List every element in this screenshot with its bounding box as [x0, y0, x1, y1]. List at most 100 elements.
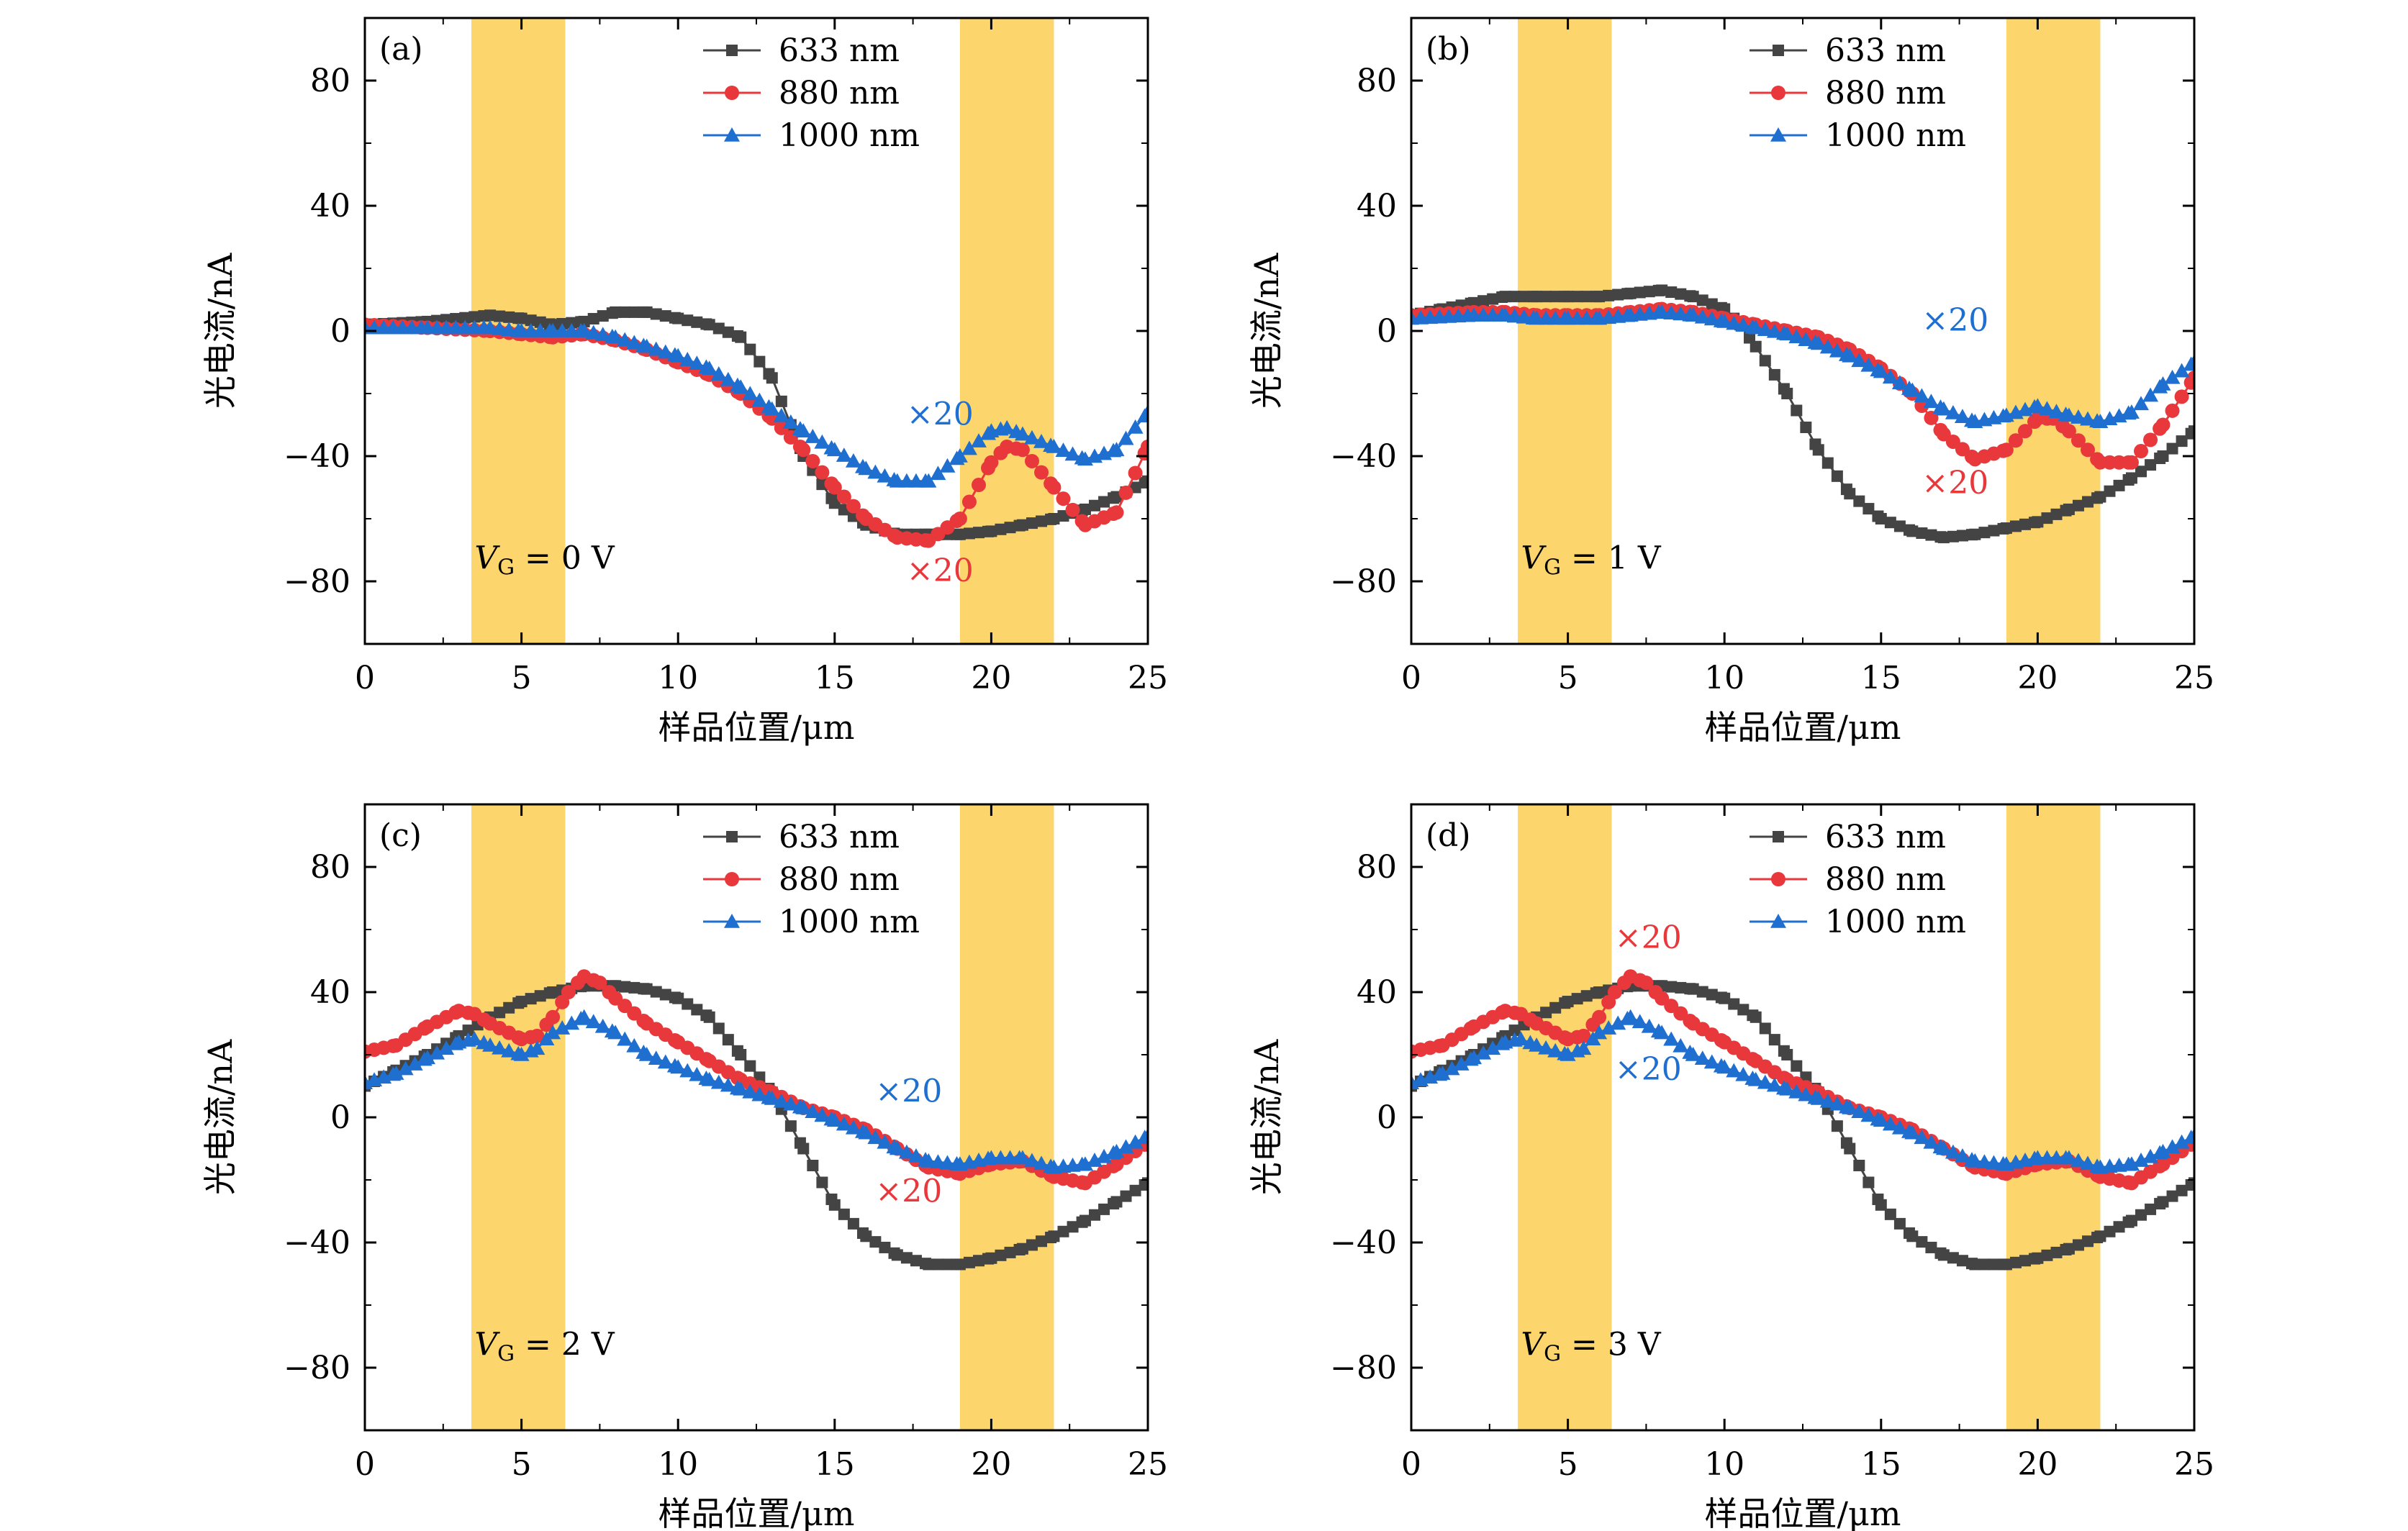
gate-voltage-symbol: V	[474, 1327, 500, 1363]
data-point	[1924, 410, 1939, 425]
data-point	[2155, 417, 2171, 432]
data-point	[1056, 491, 1071, 506]
data-point	[1750, 1011, 1762, 1023]
data-point	[1118, 485, 1133, 500]
data-point	[494, 1007, 506, 1019]
data-point	[641, 983, 653, 995]
data-point	[1937, 532, 1950, 544]
legend-label: 1000 nm	[779, 904, 920, 940]
data-point	[1768, 1034, 1780, 1046]
data-point	[1925, 1241, 1937, 1253]
data-point	[1988, 1258, 2000, 1271]
data-point	[1969, 1258, 1981, 1271]
data-point	[1875, 513, 1887, 524]
data-point	[1036, 1235, 1048, 1248]
data-point	[984, 455, 999, 470]
data-point	[774, 420, 789, 435]
data-point	[2017, 424, 2032, 439]
data-point	[525, 314, 537, 327]
data-point	[1004, 1246, 1016, 1258]
data-point	[1015, 442, 1030, 458]
data-point	[2157, 450, 2169, 462]
x-tick-label: 20	[2017, 1446, 2058, 1483]
data-point	[999, 419, 1015, 435]
data-point	[503, 311, 515, 323]
data-point	[1779, 1081, 1796, 1096]
data-point	[1140, 404, 1148, 419]
data-point	[1096, 1148, 1113, 1163]
data-point	[626, 335, 643, 350]
data-point	[2173, 363, 2190, 378]
data-point	[2082, 496, 2094, 508]
x-tick-label: 15	[815, 660, 855, 696]
y-tick-label: 80	[1357, 63, 1397, 99]
data-point	[1128, 465, 1143, 481]
panel-label: (c)	[379, 817, 422, 854]
data-point	[594, 327, 611, 342]
data-point	[1862, 503, 1875, 515]
data-point	[407, 1056, 423, 1071]
data-point	[1945, 1144, 1961, 1159]
data-point	[1033, 1155, 1050, 1171]
data-point	[597, 310, 609, 322]
data-point	[858, 460, 874, 476]
panel-label: (b)	[1426, 31, 1471, 68]
data-point	[722, 1034, 734, 1046]
data-point	[1954, 409, 1970, 423]
data-point	[2135, 1209, 2147, 1221]
data-point	[1142, 475, 1148, 487]
data-point	[797, 1142, 810, 1155]
data-point	[1779, 326, 1796, 341]
data-point	[2104, 1225, 2116, 1237]
legend-marker	[1771, 86, 1785, 100]
data-point	[1956, 530, 1968, 542]
data-point	[1624, 287, 1637, 299]
y-axis-label: 光电流/nA	[1247, 253, 1286, 409]
data-point	[1665, 981, 1678, 993]
data-point	[1118, 430, 1134, 445]
y-tick-label: −80	[284, 1350, 350, 1386]
data-point	[626, 1037, 643, 1053]
data-point	[679, 352, 696, 366]
scale-annotation: ×20	[907, 396, 974, 433]
legend-marker	[724, 127, 740, 142]
chart-panel-b: 0 5 10 15 20 25 −80 −40 0 40 80 样品位置/μm 光电流/nA (b) 633…	[1247, 17, 2214, 747]
data-point	[1057, 1225, 1069, 1237]
data-point	[1812, 444, 1824, 456]
data-point	[2000, 522, 2012, 535]
x-tick-label: 20	[971, 660, 1011, 696]
data-point	[1747, 1071, 1764, 1086]
data-point	[753, 1071, 766, 1083]
y-tick-label: 0	[1377, 313, 1397, 350]
data-point	[1798, 1086, 1814, 1101]
data-point	[920, 1153, 937, 1168]
data-point	[459, 312, 471, 324]
y-tick-label: −40	[1330, 438, 1397, 475]
data-point	[1831, 470, 1843, 482]
legend-marker	[724, 914, 740, 928]
data-point	[1127, 1134, 1144, 1149]
data-point	[2008, 433, 2023, 448]
data-point	[2133, 1153, 2150, 1167]
data-point	[2032, 1252, 2044, 1264]
data-point	[1791, 404, 1803, 417]
data-point	[782, 1096, 799, 1111]
data-point	[764, 401, 780, 416]
highlight-band	[2006, 804, 2101, 1430]
data-point	[1079, 1214, 1091, 1227]
y-tick-label: −80	[1330, 1350, 1397, 1386]
data-point	[923, 1258, 935, 1271]
data-point	[1531, 291, 1543, 303]
data-point	[592, 975, 607, 990]
data-point	[1694, 309, 1711, 324]
data-point	[576, 1009, 592, 1024]
data-point	[1580, 990, 1593, 1002]
data-point	[1923, 394, 1939, 409]
data-point	[547, 986, 559, 998]
data-point	[995, 1249, 1007, 1261]
data-point	[492, 320, 508, 335]
highlight-band	[959, 804, 1054, 1430]
data-point	[1904, 1125, 1921, 1140]
data-point	[961, 440, 977, 455]
data-point	[659, 310, 671, 322]
